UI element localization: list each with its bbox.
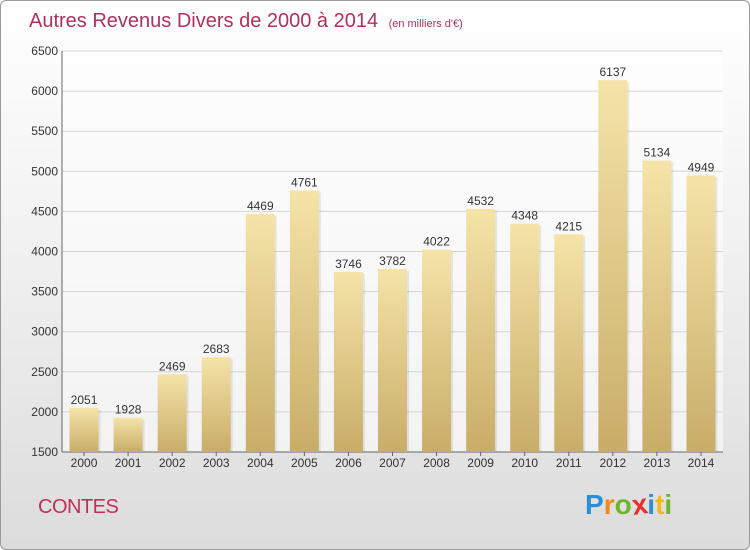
data-label: 2051 xyxy=(71,393,98,407)
bar xyxy=(69,407,99,452)
bar xyxy=(113,417,143,452)
y-tick-label: 2500 xyxy=(31,365,58,379)
y-tick-label: 5500 xyxy=(31,124,58,138)
y-tick-label: 4500 xyxy=(31,204,58,218)
logo-letter: i xyxy=(664,489,673,520)
data-label: 2469 xyxy=(159,359,186,373)
data-label: 5134 xyxy=(644,146,671,160)
x-tick-label: 2003 xyxy=(203,456,230,470)
data-label: 4022 xyxy=(423,235,450,249)
proxiti-logo: Proxiti xyxy=(585,488,673,521)
logo-letter: x xyxy=(629,488,650,521)
bar xyxy=(157,374,187,452)
bar xyxy=(686,175,716,452)
x-tick-label: 2005 xyxy=(291,456,318,470)
data-label: 4532 xyxy=(467,194,494,208)
bar xyxy=(289,190,319,452)
data-label: 6137 xyxy=(599,65,626,79)
x-tick-label: 2004 xyxy=(247,456,274,470)
bar xyxy=(245,213,275,452)
x-tick-label: 2013 xyxy=(644,456,671,470)
chart-title: Autres Revenus Divers de 2000 à 2014 xyxy=(29,10,379,32)
data-label: 1928 xyxy=(115,403,142,417)
chart-subtitle: (en milliers d'€) xyxy=(388,18,463,30)
logo-letter: i xyxy=(647,489,656,520)
bar xyxy=(642,160,672,452)
x-tick-label: 2006 xyxy=(335,456,362,470)
bar xyxy=(422,249,452,452)
data-label: 4348 xyxy=(511,209,538,223)
bar xyxy=(201,357,231,452)
chart-title-block: Autres Revenus Divers de 2000 à 2014 (en… xyxy=(29,10,463,33)
bar xyxy=(510,223,540,452)
x-tick-label: 2014 xyxy=(688,456,715,470)
data-label: 2683 xyxy=(203,342,230,356)
bar xyxy=(378,268,407,452)
y-tick-label: 4000 xyxy=(31,245,58,259)
data-label: 4761 xyxy=(291,175,318,189)
y-tick-label: 2000 xyxy=(31,405,58,419)
y-tick-label: 3500 xyxy=(31,285,58,299)
bar xyxy=(598,80,628,452)
y-tick-label: 6500 xyxy=(31,44,58,58)
commune-name: CONTES xyxy=(38,496,119,518)
logo-letter: o xyxy=(614,489,632,520)
y-tick-label: 6000 xyxy=(31,84,58,98)
logo-letter: r xyxy=(603,489,615,520)
x-tick-label: 2002 xyxy=(159,456,186,470)
data-label: 3782 xyxy=(379,254,406,268)
x-tick-label: 2000 xyxy=(71,456,98,470)
data-label: 4949 xyxy=(688,160,715,174)
x-tick-label: 2009 xyxy=(467,456,494,470)
bar xyxy=(554,234,584,452)
x-tick-label: 2001 xyxy=(115,456,142,470)
bar xyxy=(333,271,363,452)
y-tick-label: 1500 xyxy=(31,445,58,459)
y-tick-label: 5000 xyxy=(31,164,58,178)
x-tick-label: 2010 xyxy=(511,456,538,470)
data-label: 3746 xyxy=(335,257,362,271)
logo-letter: P xyxy=(585,489,604,520)
x-tick-label: 2007 xyxy=(379,456,406,470)
bar xyxy=(466,208,496,452)
data-label: 4469 xyxy=(247,199,274,213)
logo-letter: t xyxy=(655,489,665,520)
data-label: 4215 xyxy=(555,219,582,233)
x-tick-label: 2008 xyxy=(423,456,450,470)
x-tick-label: 2011 xyxy=(556,456,582,470)
x-tick-label: 2012 xyxy=(599,456,626,470)
y-tick-label: 3000 xyxy=(31,325,58,339)
